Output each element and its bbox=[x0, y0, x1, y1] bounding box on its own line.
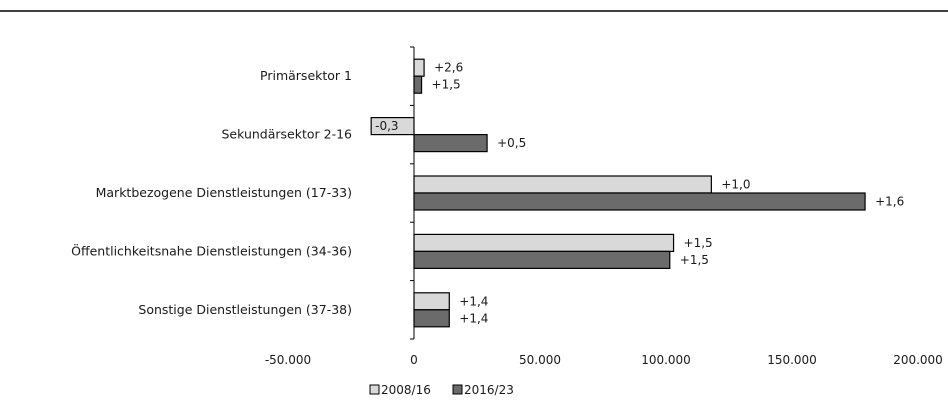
bar-2016-23 bbox=[413, 250, 671, 269]
bar-2008-16 bbox=[413, 233, 675, 252]
legend-swatch bbox=[452, 384, 463, 395]
category-label: Marktbezogene Dienstleistungen (17-33) bbox=[96, 185, 352, 200]
legend-label: 2008/16 bbox=[381, 383, 431, 397]
data-label: +1,4 bbox=[459, 311, 488, 325]
data-label: +1,5 bbox=[680, 253, 709, 267]
category-label: Sekundärsektor 2-16 bbox=[221, 127, 352, 142]
data-label: +1,5 bbox=[684, 236, 713, 250]
data-label: -0,3 bbox=[375, 119, 398, 133]
category-label: Primärsektor 1 bbox=[260, 68, 352, 83]
legend-label: 2016/23 bbox=[464, 383, 514, 397]
data-label: +2,6 bbox=[434, 61, 463, 75]
bar-2016-23 bbox=[413, 192, 866, 211]
bar-2016-23 bbox=[413, 134, 488, 153]
data-label: +1,4 bbox=[459, 294, 488, 308]
data-label: +1,5 bbox=[432, 78, 461, 92]
bar-2016-23 bbox=[413, 309, 450, 328]
data-label: +1,6 bbox=[875, 195, 904, 209]
x-tick-label: -50.000 bbox=[265, 353, 311, 367]
bar-2008-16 bbox=[413, 58, 425, 77]
x-tick-label: 50.000 bbox=[519, 353, 561, 367]
category-label: Öffentlichkeitsnahe Dienstleistungen (34… bbox=[71, 242, 352, 258]
data-label: +0,5 bbox=[497, 136, 526, 150]
x-tick-label: 0 bbox=[410, 353, 418, 367]
legend-swatch bbox=[369, 384, 380, 395]
bar-2008-16 bbox=[413, 175, 712, 194]
x-tick-label: 100.000 bbox=[641, 353, 691, 367]
bar-2008-16 bbox=[413, 292, 450, 311]
x-tick-label: 150.000 bbox=[767, 353, 817, 367]
category-label: Sonstige Dienstleistungen (37-38) bbox=[138, 302, 352, 317]
x-tick-label: 200.000 bbox=[893, 353, 943, 367]
data-label: +1,0 bbox=[721, 178, 750, 192]
bar-2016-23 bbox=[413, 75, 423, 94]
